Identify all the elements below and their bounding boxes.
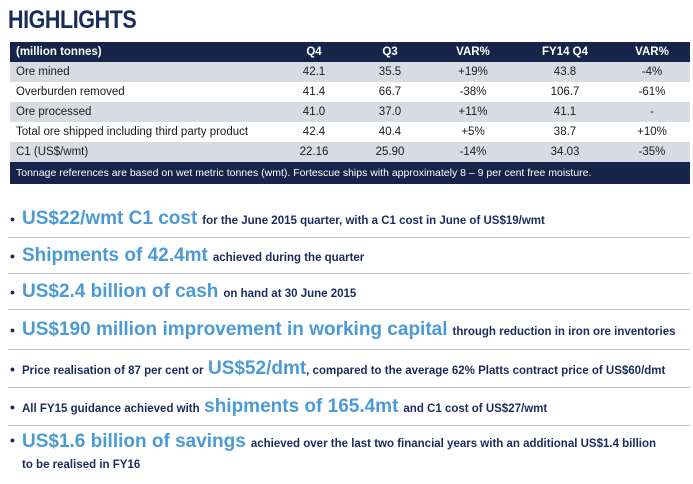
highlight-detail: and C1 cost of US$27/wmt [403,402,548,415]
list-item: • Price realisation of 87 per cent or US… [8,350,690,388]
table-cell: 38.7 [553,126,577,138]
highlight-figure: US$1.6 billion of savings [22,431,246,452]
table-cell: 22.16 [299,146,329,158]
list-item: • US$2.4 billion of cash on hand at 30 Ju… [8,274,690,310]
column-header-units: (million tonnes) [16,46,102,58]
list-item: • All FY15 guidance achieved with shipme… [8,388,690,426]
highlight-figure: US$52/dmt [207,357,307,379]
table-cell: -38% [459,86,487,98]
highlight-detail: for the June 2015 quarter, with a C1 cos… [202,214,545,227]
bullet-dot: • [10,432,15,448]
highlight-lead: All FY15 guidance achieved with [22,402,200,415]
column-header-fy14-q4: FY14 Q4 [541,46,589,58]
row-label: Ore processed [16,106,92,118]
table-row: Total ore shipped including third party … [10,122,690,142]
column-header-q3: Q3 [382,46,398,58]
table-cell: 41.0 [302,106,326,118]
table-cell: -61% [638,86,666,98]
highlight-figure: US$22/wmt C1 cost [22,207,198,229]
table-cell: - [650,106,654,118]
table-cell: +10% [637,126,667,138]
highlight-figure: US$190 million improvement in working ca… [22,318,448,340]
list-item: • US$1.6 billion of savings achieved over… [8,426,690,478]
table-cell: 106.7 [550,86,580,98]
table-cell: 42.4 [302,126,326,138]
table-cell: -35% [638,146,666,158]
table-cell: +5% [461,126,485,138]
table-cell: 37.0 [378,106,402,118]
table-header-row: (million tonnes) Q4 Q3 VAR% FY14 Q4 VAR% [10,42,690,62]
highlight-figure: US$2.4 billion of cash [22,280,219,302]
table-cell: +19% [458,66,488,78]
bullet-dot: • [10,398,15,415]
table-cell: -14% [459,146,487,158]
bullet-dot: • [10,210,15,227]
bullet-dot: • [10,247,15,264]
list-item: • Shipments of 42.4mt achieved during the… [8,238,690,274]
table-row: Ore mined 42.1 35.5 +19% 43.8 -4% [10,62,690,82]
table-cell: 25.90 [375,146,405,158]
highlight-detail: through reduction in iron ore inventorie… [452,325,676,338]
highlight-lead: Price realisation of 87 per cent or [22,364,204,377]
bullet-dot: • [10,360,15,377]
row-label: Overburden removed [16,86,125,98]
highlight-detail-continued: to be realised in FY16 [22,459,141,471]
row-label: C1 (US$/wmt) [16,146,89,158]
bullet-dot: • [10,321,15,338]
table-footnote: Tonnage references are based on wet metr… [10,162,690,184]
table-cell: 34.03 [550,146,580,158]
highlight-detail: on hand at 30 June 2015 [223,287,357,300]
column-header-var-q3: VAR% [456,46,490,58]
highlight-detail: achieved during the quarter [212,251,365,264]
table-cell: 41.4 [302,86,326,98]
table-cell: 41.1 [553,106,577,118]
row-label: Ore mined [16,66,70,78]
list-item: • US$190 million improvement in working … [8,310,690,350]
table-cell: 42.1 [302,66,326,78]
highlight-detail: achieved over the last two financial yea… [250,438,657,450]
table-row: Overburden removed 41.4 66.7 -38% 106.7 … [10,82,690,102]
highlight-detail: , compared to the average 62% Platts con… [306,364,666,377]
table-cell: 66.7 [378,86,402,98]
column-header-var-fy14: VAR% [635,46,669,58]
page-title: HIGHLIGHTS [8,6,137,34]
table-cell: 40.4 [378,126,402,138]
table-cell: -4% [641,66,663,78]
bullet-dot: • [10,283,15,300]
highlights-table: (million tonnes) Q4 Q3 VAR% FY14 Q4 VAR%… [10,42,690,184]
highlights-list: • US$22/wmt C1 cost for the June 2015 qua… [8,200,690,478]
highlight-figure: Shipments of 42.4mt [22,244,208,266]
table-cell: 35.5 [378,66,402,78]
column-header-q4: Q4 [306,46,322,58]
table-cell: +11% [458,106,488,118]
table-row: Ore processed 41.0 37.0 +11% 41.1 - [10,102,690,122]
table-row: C1 (US$/wmt) 22.16 25.90 -14% 34.03 -35% [10,142,690,162]
highlight-figure: shipments of 165.4mt [204,395,399,417]
row-label: Total ore shipped including third party … [16,126,249,138]
list-item: • US$22/wmt C1 cost for the June 2015 qua… [8,200,690,238]
table-cell: 43.8 [553,66,577,78]
